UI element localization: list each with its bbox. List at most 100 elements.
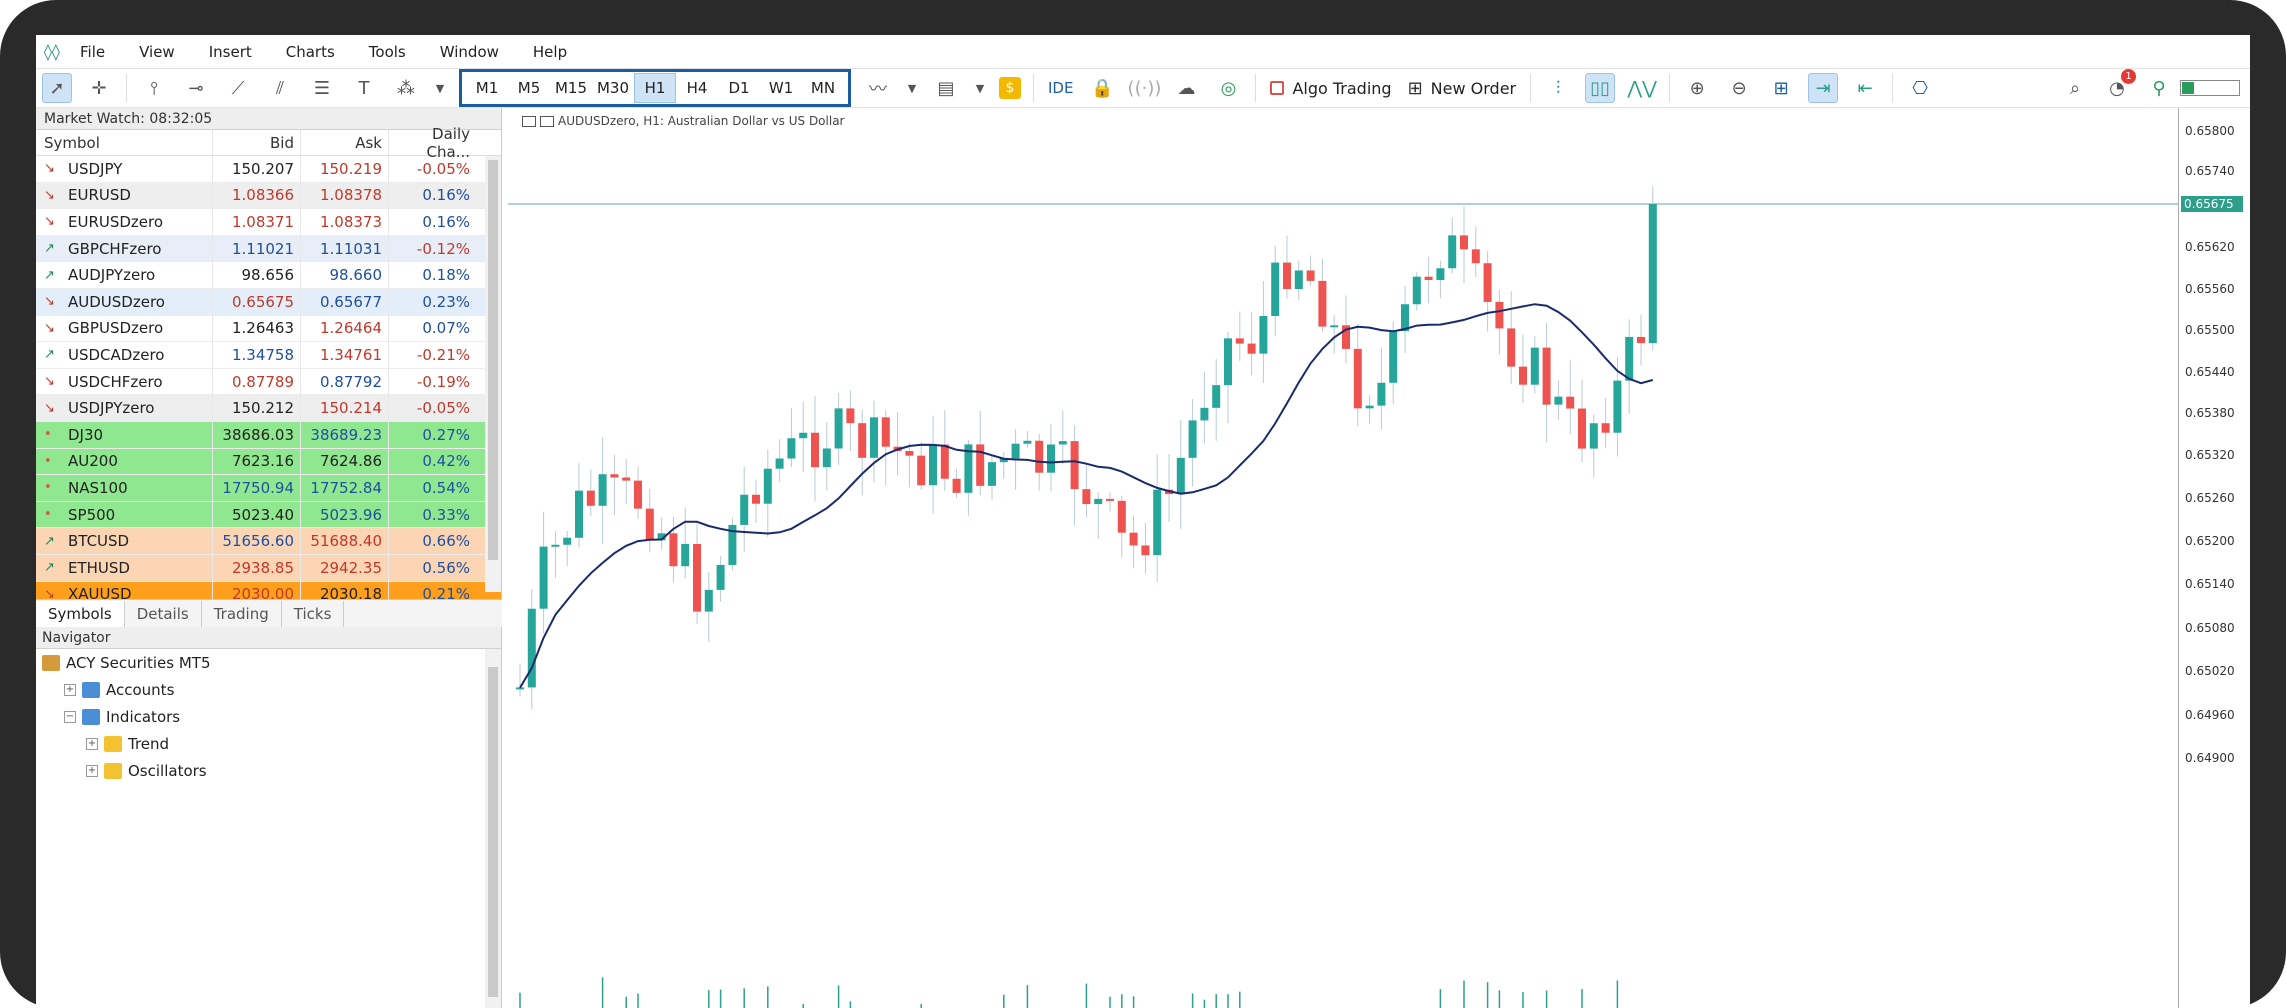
menu-insert[interactable]: Insert — [208, 42, 252, 61]
menu-window[interactable]: Window — [439, 42, 499, 61]
menu-view[interactable]: View — [139, 42, 175, 61]
navigator-item[interactable]: + Trend — [36, 730, 501, 757]
expand-icon[interactable]: − — [64, 710, 76, 723]
navigator-scrollbar[interactable] — [485, 649, 501, 1008]
menu-help[interactable]: Help — [532, 42, 568, 61]
table-row[interactable]: ↘ EURUSD 1.08366 1.08378 0.16% — [36, 182, 501, 210]
chart-window[interactable]: AUDUSDzero, H1: Australian Dollar vs US … — [508, 108, 2250, 1008]
timeframe-d1[interactable]: D1 — [728, 79, 750, 97]
navigator-item[interactable]: ACY Securities MT5 — [36, 649, 501, 676]
tab-ticks[interactable]: Ticks — [282, 600, 345, 627]
templates-icon[interactable]: ▤ — [937, 77, 955, 99]
column-ask[interactable]: Ask — [300, 130, 388, 155]
vps-icon[interactable]: ◎ — [1220, 77, 1237, 99]
candle — [1625, 336, 1634, 381]
scrollbar-thumb[interactable] — [488, 160, 498, 560]
timeframe-h1[interactable]: H1 — [634, 73, 676, 103]
scrollbar-thumb[interactable] — [488, 667, 498, 997]
table-row[interactable]: ↗ GBPCHFzero 1.11021 1.11031 -0.12% — [36, 235, 501, 263]
new-order-button[interactable]: ⊞ New Order — [1408, 78, 1517, 99]
column-symbol[interactable]: Symbol — [44, 133, 100, 152]
tab-trading[interactable]: Trading — [202, 600, 282, 627]
chevron-down-icon[interactable]: ▼ — [907, 81, 917, 95]
account-icon[interactable]: ⚲ — [2152, 77, 2166, 99]
candle — [1129, 532, 1138, 546]
screenshot-icon[interactable]: ⎔ — [1912, 77, 1928, 99]
candlestick-icon[interactable]: ▯▯ — [1585, 73, 1616, 103]
timeframe-h4[interactable]: H4 — [686, 79, 708, 97]
algo-trading-button[interactable]: Algo Trading — [1270, 79, 1392, 98]
shapes-icon[interactable]: ⁂ — [397, 77, 415, 99]
expand-icon[interactable]: + — [64, 683, 76, 696]
dollar-icon[interactable]: $ — [999, 77, 1021, 99]
timeframe-m30[interactable]: M30 — [596, 79, 630, 97]
market-watch-scrollbar[interactable] — [485, 156, 501, 592]
table-row[interactable]: • SP500 5023.40 5023.96 0.33% — [36, 501, 501, 529]
vertical-line-icon[interactable]: ⫯ — [150, 77, 158, 99]
grid-icon[interactable]: ⊞ — [1773, 77, 1789, 99]
line-chart-icon[interactable]: 〰 — [869, 79, 887, 100]
table-row[interactable]: ↘ EURUSDzero 1.08371 1.08373 0.16% — [36, 209, 501, 236]
timeframe-m15[interactable]: M15 — [554, 79, 588, 97]
candle — [1377, 382, 1386, 406]
chevron-down-icon[interactable]: ▼ — [975, 81, 985, 95]
market-lock-icon[interactable]: 🔒 — [1091, 77, 1114, 99]
candle — [1342, 325, 1350, 349]
candle — [539, 546, 548, 609]
autoscroll-icon[interactable]: ⇥ — [1808, 73, 1839, 103]
horizontal-line-icon[interactable]: ⊸ — [188, 77, 204, 99]
menu-file[interactable]: File — [80, 42, 106, 61]
navigator-item[interactable]: − Indicators — [36, 703, 501, 730]
candlestick-chart[interactable] — [508, 108, 2178, 1008]
column-daily-change[interactable]: Daily Cha... — [388, 125, 478, 161]
navigator-item[interactable]: + Accounts — [36, 676, 501, 703]
cloud-icon[interactable]: ☁ — [1177, 77, 1196, 99]
zoom-in-icon[interactable]: ⊕ — [1689, 77, 1705, 99]
expand-icon[interactable]: + — [86, 764, 98, 777]
table-row[interactable]: ↗ BTCUSD 51656.60 51688.40 0.66% — [36, 528, 501, 555]
text-icon[interactable]: T — [358, 77, 370, 99]
bar-chart-icon[interactable]: ⫶ — [1555, 77, 1561, 99]
table-row[interactable]: ↘ USDCHFzero 0.87789 0.87792 -0.19% — [36, 368, 501, 396]
timeframe-m5[interactable]: M5 — [517, 79, 541, 97]
timeframe-m1[interactable]: M1 — [475, 79, 499, 97]
notifications-icon[interactable]: ◔ 1 — [2102, 69, 2136, 103]
fibonacci-icon[interactable]: ☰ — [313, 77, 331, 99]
crosshair-icon[interactable]: ✛ — [91, 77, 107, 99]
timeframe-w1[interactable]: W1 — [768, 79, 794, 97]
tab-symbols[interactable]: Symbols — [36, 600, 125, 627]
tab-details[interactable]: Details — [125, 600, 202, 627]
navigator-label: ACY Securities MT5 — [66, 653, 211, 672]
line-icon[interactable]: ⋀⋁ — [1627, 77, 1657, 99]
navigator-item[interactable]: + Oscillators — [36, 757, 501, 784]
table-row[interactable]: ↘ USDJPYzero 150.212 150.214 -0.05% — [36, 395, 501, 422]
table-row[interactable]: • AU200 7623.16 7624.86 0.42% — [36, 448, 501, 476]
menu-charts[interactable]: Charts — [285, 42, 335, 61]
candle — [1283, 262, 1291, 290]
table-row[interactable]: ↘ AUDUSDzero 0.65675 0.65677 0.23% — [36, 288, 501, 316]
expand-icon[interactable]: + — [86, 737, 98, 750]
zoom-out-icon[interactable]: ⊖ — [1731, 77, 1747, 99]
search-icon[interactable]: ⌕ — [2069, 77, 2081, 99]
trendline-icon[interactable]: ⟋ — [231, 77, 245, 99]
column-bid[interactable]: Bid — [212, 130, 300, 155]
folder-icon — [104, 762, 122, 779]
channel-icon[interactable]: ⫽ — [275, 77, 285, 99]
table-row[interactable]: ↗ AUDJPYzero 98.656 98.660 0.18% — [36, 262, 501, 289]
table-row[interactable]: • NAS100 17750.94 17752.84 0.54% — [36, 475, 501, 502]
ide-button[interactable]: IDE — [1048, 79, 1074, 97]
table-row[interactable]: ↗ ETHUSD 2938.85 2942.35 0.56% — [36, 554, 501, 582]
arrow-up-icon: ↗ — [44, 533, 55, 549]
menu-tools[interactable]: Tools — [368, 42, 406, 61]
chart-shift-icon[interactable]: ⇤ — [1857, 77, 1873, 99]
table-row[interactable]: ↗ USDCADzero 1.34758 1.34761 -0.21% — [36, 342, 501, 369]
cell-bid: 38686.03 — [212, 421, 300, 448]
chevron-down-icon[interactable]: ▼ — [435, 81, 445, 95]
table-row[interactable]: ↘ GBPUSDzero 1.26463 1.26464 0.07% — [36, 315, 501, 343]
table-row[interactable]: • DJ30 38686.03 38689.23 0.27% — [36, 421, 501, 449]
timeframe-mn[interactable]: MN — [810, 79, 836, 97]
table-row[interactable]: ↘ USDJPY 150.207 150.219 -0.05% — [36, 156, 501, 183]
signal-icon[interactable]: ((·)) — [1127, 77, 1162, 99]
cursor-icon[interactable]: ➚ — [42, 73, 72, 103]
cell-bid: 1.34758 — [212, 342, 300, 368]
